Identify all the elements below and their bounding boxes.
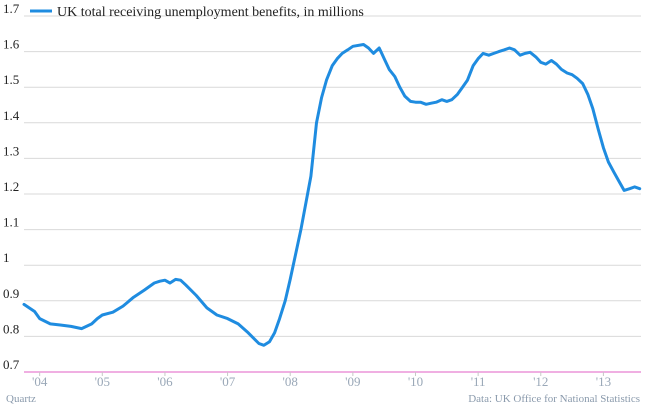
y-tick-label: 1 [3, 250, 10, 265]
x-tick-label: '11 [471, 374, 486, 389]
y-tick-label: 1.5 [3, 72, 19, 87]
y-tick-label: 1.4 [3, 108, 20, 123]
x-tick-label: '09 [345, 374, 360, 389]
x-tick-label: '13 [596, 374, 611, 389]
y-axis-labels: 0.7 0.8 0.9 1 1.1 1.2 1.3 1.4 1.5 1.6 1.7 [3, 1, 20, 372]
series-line-unemployment [22, 43, 642, 347]
x-tick-label: '04 [32, 374, 48, 389]
y-tick-label: 1.7 [3, 1, 20, 16]
x-tick-label: '05 [95, 374, 110, 389]
x-axis-labels: '04 '05 '06 '07 '08 '09 '10 '11 '12 '13 [32, 372, 611, 389]
y-tick-label: 1.2 [3, 179, 19, 194]
x-tick-label: '08 [283, 374, 298, 389]
x-tick-label: '06 [157, 374, 173, 389]
x-tick-label: '12 [533, 374, 548, 389]
y-tick-label: 1.3 [3, 143, 19, 158]
y-tick-label: 1.1 [3, 215, 19, 230]
grid-lines [24, 15, 641, 373]
legend-label: UK total receiving unemployment benefits… [57, 5, 364, 20]
y-tick-label: 0.8 [3, 321, 19, 336]
y-tick-label: 1.6 [3, 37, 20, 52]
x-tick-label: '07 [220, 374, 236, 389]
source-right: Data: UK Office for National Statistics [468, 393, 640, 405]
y-tick-label: 0.7 [3, 357, 20, 372]
x-tick-label: '10 [408, 374, 423, 389]
legend: UK total receiving unemployment benefits… [30, 5, 364, 20]
y-tick-label: 0.9 [3, 286, 19, 301]
source-left: Quartz [6, 393, 36, 405]
